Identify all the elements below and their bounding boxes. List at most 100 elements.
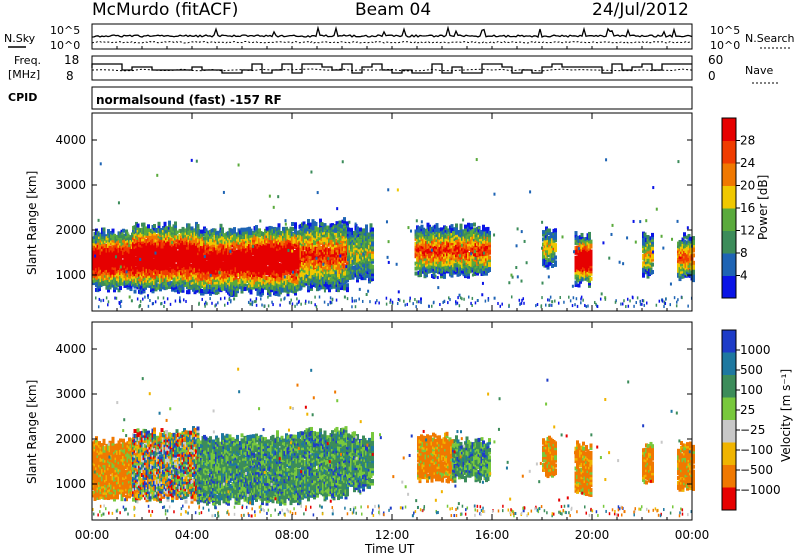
heat-cell	[111, 268, 115, 273]
freq-tick-high: 18	[64, 53, 79, 67]
heat-cell	[128, 281, 131, 286]
heat-cell	[175, 230, 179, 235]
heat-cell	[343, 217, 346, 222]
heat-cell	[122, 236, 125, 241]
heat-cell	[277, 223, 281, 228]
heat-cell	[145, 273, 149, 278]
heat-cell	[249, 228, 253, 233]
heat-cell	[153, 224, 156, 229]
heat-cell	[186, 245, 189, 250]
heat-cell	[234, 275, 238, 280]
heat-cell	[136, 223, 140, 228]
heat-cell	[216, 290, 220, 295]
heat-cell	[237, 228, 241, 233]
heat-cell	[486, 226, 490, 231]
heat-cell	[213, 282, 217, 287]
heat-cell	[195, 231, 198, 236]
heat-cell	[168, 220, 171, 225]
heat-cell	[221, 227, 224, 232]
heat-cell	[195, 286, 198, 291]
heat-cell	[246, 274, 250, 279]
cpid-value: normalsound (fast) -157 RF	[96, 93, 282, 107]
noise-tick-left-high: 10^5	[50, 24, 80, 37]
heat-cell	[435, 223, 439, 228]
heat-cell	[92, 281, 95, 286]
heat-cell	[172, 261, 176, 266]
heat-cell	[101, 237, 104, 242]
heat-cell	[144, 228, 147, 233]
heat-cell	[175, 250, 179, 255]
heat-cell	[256, 291, 260, 296]
heat-cell	[230, 265, 233, 270]
heat-cell	[200, 251, 203, 256]
heat-cell	[151, 286, 155, 291]
heat-cell	[107, 288, 110, 293]
heat-cell	[230, 275, 233, 280]
heat-cell	[265, 286, 269, 291]
heat-cell	[264, 248, 267, 253]
noise-tick-right-low: 10^0	[710, 39, 740, 52]
heat-cell	[181, 288, 185, 293]
heat-cell	[187, 290, 191, 295]
heat-cell	[444, 226, 448, 231]
heat-cell	[186, 233, 189, 238]
heat-cell	[128, 257, 131, 262]
heat-cell	[240, 289, 244, 294]
heat-cell	[255, 227, 258, 232]
heat-cell	[258, 228, 261, 233]
heat-cell	[190, 226, 194, 231]
heat-cell	[101, 269, 104, 274]
heat-cell	[153, 231, 156, 236]
beam-title: Beam 04	[355, 0, 432, 20]
heat-cell	[105, 283, 109, 288]
heat-cell	[98, 244, 101, 249]
heat-cell	[187, 272, 191, 277]
heat-cell	[141, 264, 144, 269]
heat-cell	[156, 275, 159, 280]
noise-tick-left-low: 10^0	[50, 39, 80, 52]
heat-cell	[126, 233, 130, 238]
heat-cell	[488, 255, 491, 260]
noise-panel: N.Sky 10^5 10^0 10^5 10^0 N.Search	[4, 23, 795, 52]
heat-cell	[174, 223, 177, 228]
heat-cell	[237, 248, 241, 253]
heat-cell	[221, 229, 224, 234]
heat-cell	[117, 288, 121, 293]
heat-cell	[192, 272, 195, 277]
heat-cell	[156, 270, 159, 275]
heat-cell	[168, 223, 171, 228]
heat-cell	[111, 228, 115, 233]
heat-cell	[200, 279, 203, 284]
heat-cell	[200, 284, 203, 289]
heat-cell	[117, 273, 121, 278]
heat-cell	[156, 278, 159, 283]
heat-cell	[144, 285, 147, 290]
heat-cell	[159, 287, 162, 292]
heat-cell	[216, 255, 220, 260]
heat-cell	[126, 285, 130, 290]
heat-cell	[95, 280, 98, 285]
heat-cell	[183, 270, 186, 275]
heat-cell	[172, 241, 176, 246]
heat-cell	[95, 228, 98, 233]
heat-cell	[111, 231, 115, 236]
heat-cell	[233, 227, 236, 232]
heat-cell	[114, 285, 118, 290]
freq-unit-label: [MHz]	[8, 68, 40, 81]
heat-cell	[178, 253, 182, 258]
heat-cell	[160, 246, 164, 251]
heat-cell	[209, 247, 212, 252]
heat-cell	[228, 247, 232, 252]
heat-cell	[237, 243, 241, 248]
heat-cell	[178, 268, 182, 273]
heat-cell	[192, 260, 195, 265]
heat-cell	[437, 227, 440, 232]
heat-cell	[196, 224, 200, 229]
freq-panel: Freq. [MHz] 18 8 60 0 Nave	[8, 53, 778, 84]
heat-cell	[195, 221, 198, 226]
heat-cell	[181, 286, 185, 291]
heat-cell	[111, 253, 115, 258]
heat-cell	[320, 222, 324, 227]
heat-cell	[159, 237, 162, 242]
